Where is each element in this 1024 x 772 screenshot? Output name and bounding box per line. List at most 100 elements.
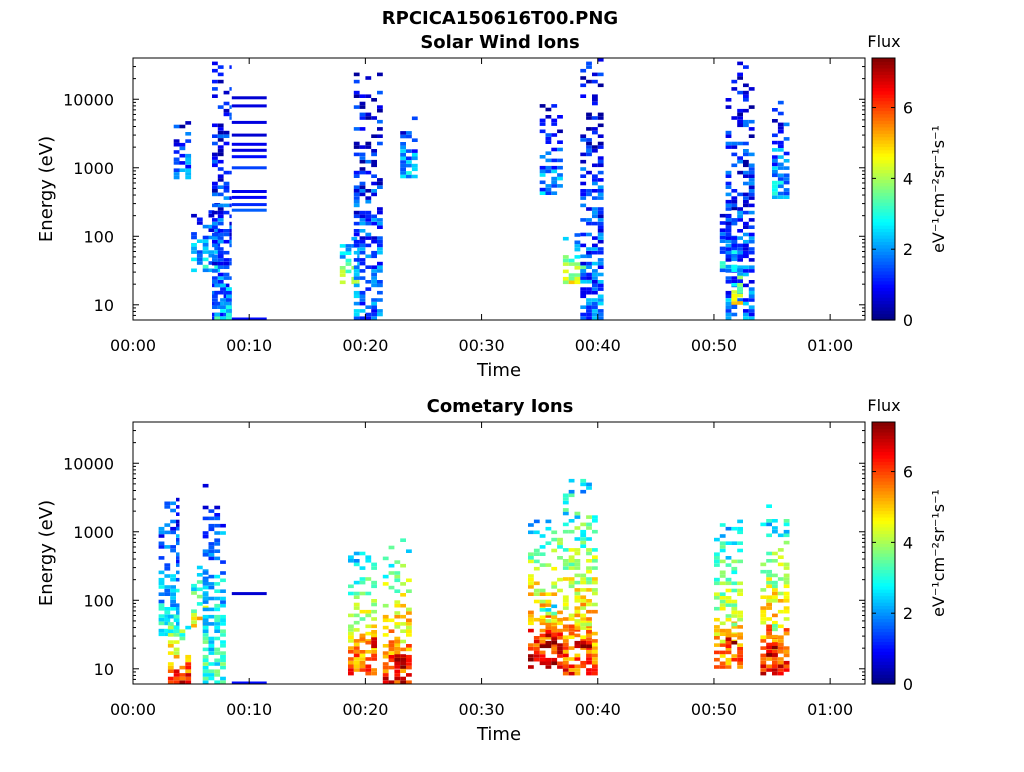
heatmap-cell [539,603,546,607]
heatmap-cell [562,548,569,552]
heatmap-cell [592,174,598,178]
heatmap-cell [551,592,558,596]
heatmap-cell [394,654,401,658]
heatmap-cell [574,573,581,578]
colorbar-segment [872,516,895,521]
heatmap-cell [212,192,218,197]
heatmap-cell [217,218,224,222]
heatmap-cell [586,609,592,614]
heatmap-cell [179,168,186,172]
heatmap-cell [217,134,224,138]
heatmap-cell [220,571,226,575]
heatmap-cell [394,611,401,615]
heatmap-cell [551,530,558,535]
heatmap-cell [731,657,738,662]
heatmap-cell [772,559,778,563]
colorbar-tick-label: 6 [903,99,913,118]
heatmap-cell [533,566,540,571]
heatmap-cell [196,573,203,577]
heatmap-cell [359,229,366,233]
colorbar-tick-label: 4 [903,533,913,552]
heatmap-cell [731,633,738,638]
heatmap-cell [382,582,389,586]
heatmap-cell [191,620,197,624]
heatmap-cell [196,217,203,222]
heatmap-cell [528,628,534,633]
heatmap-cell [359,566,366,570]
heatmap-cell [353,650,360,654]
heatmap-cell [551,169,558,174]
heatmap-cell [545,630,552,634]
heatmap-cell [220,665,226,670]
heatmap-cell [777,664,784,669]
heatmap-cell [208,253,215,258]
heatmap-cell [382,654,389,659]
heatmap-cell [528,617,534,622]
heatmap-cell [539,155,546,159]
heatmap-cell [748,203,755,208]
heatmap-cell [196,257,203,262]
heatmap-cell [592,309,598,313]
heatmap-cell [580,196,587,200]
heatmap-cell [568,555,575,559]
heatmap-cell [725,556,732,560]
heatmap-cell [173,168,180,172]
heatmap-cell [766,635,772,639]
heatmap-cell [592,98,598,102]
heatmap-cell [388,665,395,670]
heatmap-cell [377,250,383,255]
heatmap-cell [777,657,784,661]
heatmap-cell [766,631,772,636]
heatmap-cell [580,266,587,270]
heatmap-cell [173,651,180,655]
heatmap-cell [202,243,209,247]
heatmap-cell [359,101,366,106]
heatmap-cell [528,574,534,578]
heatmap-cell [353,196,360,200]
heatmap-cell [185,673,192,677]
heatmap-cell [725,630,732,634]
heatmap-cell [217,276,224,280]
heatmap-cell [377,119,383,124]
heatmap-cell [359,657,366,661]
heatmap-cell [158,617,165,622]
x-tick-label: 00:40 [575,336,621,355]
heatmap-cell [353,660,360,665]
heatmap-cell [783,609,790,614]
heatmap-cell [406,134,412,139]
x-tick-label: 00:20 [342,336,388,355]
colorbar-segment [872,130,895,134]
heatmap-cell [208,669,215,673]
heatmap-cell [731,189,738,193]
heatmap-cell [214,301,221,306]
heatmap-cell [339,255,346,259]
heatmap-cell [539,615,546,619]
heatmap-cell [574,671,581,676]
heatmap-cell [359,633,366,638]
heatmap-cell [783,650,790,654]
heatmap-cell [562,497,569,501]
heatmap-cell [223,196,230,200]
heatmap-cell [353,90,360,95]
heatmap-cell [562,276,569,281]
heatmap-cell [748,189,755,193]
heatmap-cell [406,149,412,153]
heatmap-cell [545,633,552,638]
heatmap-cell [164,505,171,509]
heatmap-cell [394,589,401,593]
heatmap-cell [212,280,218,284]
heatmap-cell [176,534,180,538]
heatmap-cell [382,676,389,681]
heatmap-cell [592,591,598,596]
heatmap-cell [359,243,366,248]
heatmap-cell [339,269,346,274]
heatmap-cell [592,250,598,255]
heatmap-cell [400,163,406,168]
heatmap-cell [760,562,767,567]
heatmap-marks [158,478,790,685]
heatmap-cell [212,87,218,91]
heatmap-cell [725,298,732,302]
heatmap-cell [545,619,552,623]
heatmap-cell [586,192,592,197]
heatmap-cell [212,156,218,160]
